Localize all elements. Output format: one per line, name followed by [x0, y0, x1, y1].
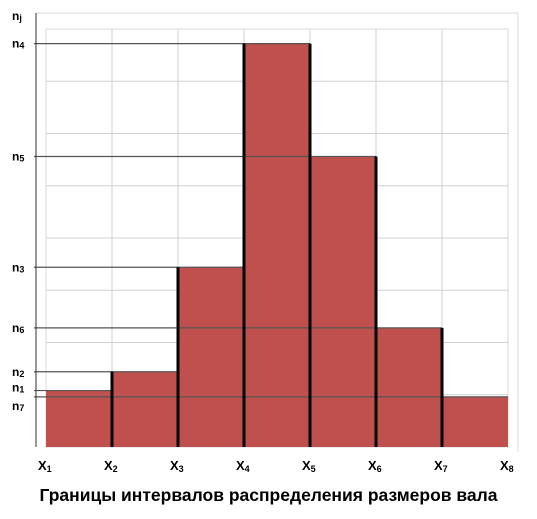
y-tick-label: n1 [12, 381, 24, 395]
bar-n1 [46, 390, 112, 447]
x-tick-label: X4 [236, 458, 250, 474]
x-tick-label: X8 [500, 458, 514, 474]
x-tick-label: X5 [302, 458, 316, 474]
x-tick-label: X2 [104, 458, 118, 474]
bar-n6 [376, 327, 442, 447]
y-axis-label: nj [12, 9, 22, 23]
y-tick-label: n4 [12, 37, 24, 51]
chart-title: Границы интервалов распределения размеро… [39, 485, 498, 505]
y-tick-label: n2 [12, 365, 24, 379]
y-tick-label: n7 [12, 399, 24, 413]
x-tick-label: X6 [368, 458, 382, 474]
histogram-chart: nj n4 n5 n3 n6 n2 n1 n7 X1 X2 X3 X4 X5 X6 X7 X8 [12, 9, 519, 474]
y-tick-label: n5 [12, 149, 24, 163]
x-tick-label: X7 [434, 458, 448, 474]
bar-n7 [442, 396, 508, 447]
y-tick-label: n6 [12, 321, 24, 335]
bar-n3 [178, 267, 244, 447]
bar-n4 [244, 43, 310, 447]
y-tick-label: n3 [12, 260, 24, 274]
x-tick-label: X1 [38, 458, 52, 474]
x-tick-label: X3 [170, 458, 184, 474]
bar-n5 [310, 156, 376, 448]
bar-n2 [112, 371, 178, 447]
